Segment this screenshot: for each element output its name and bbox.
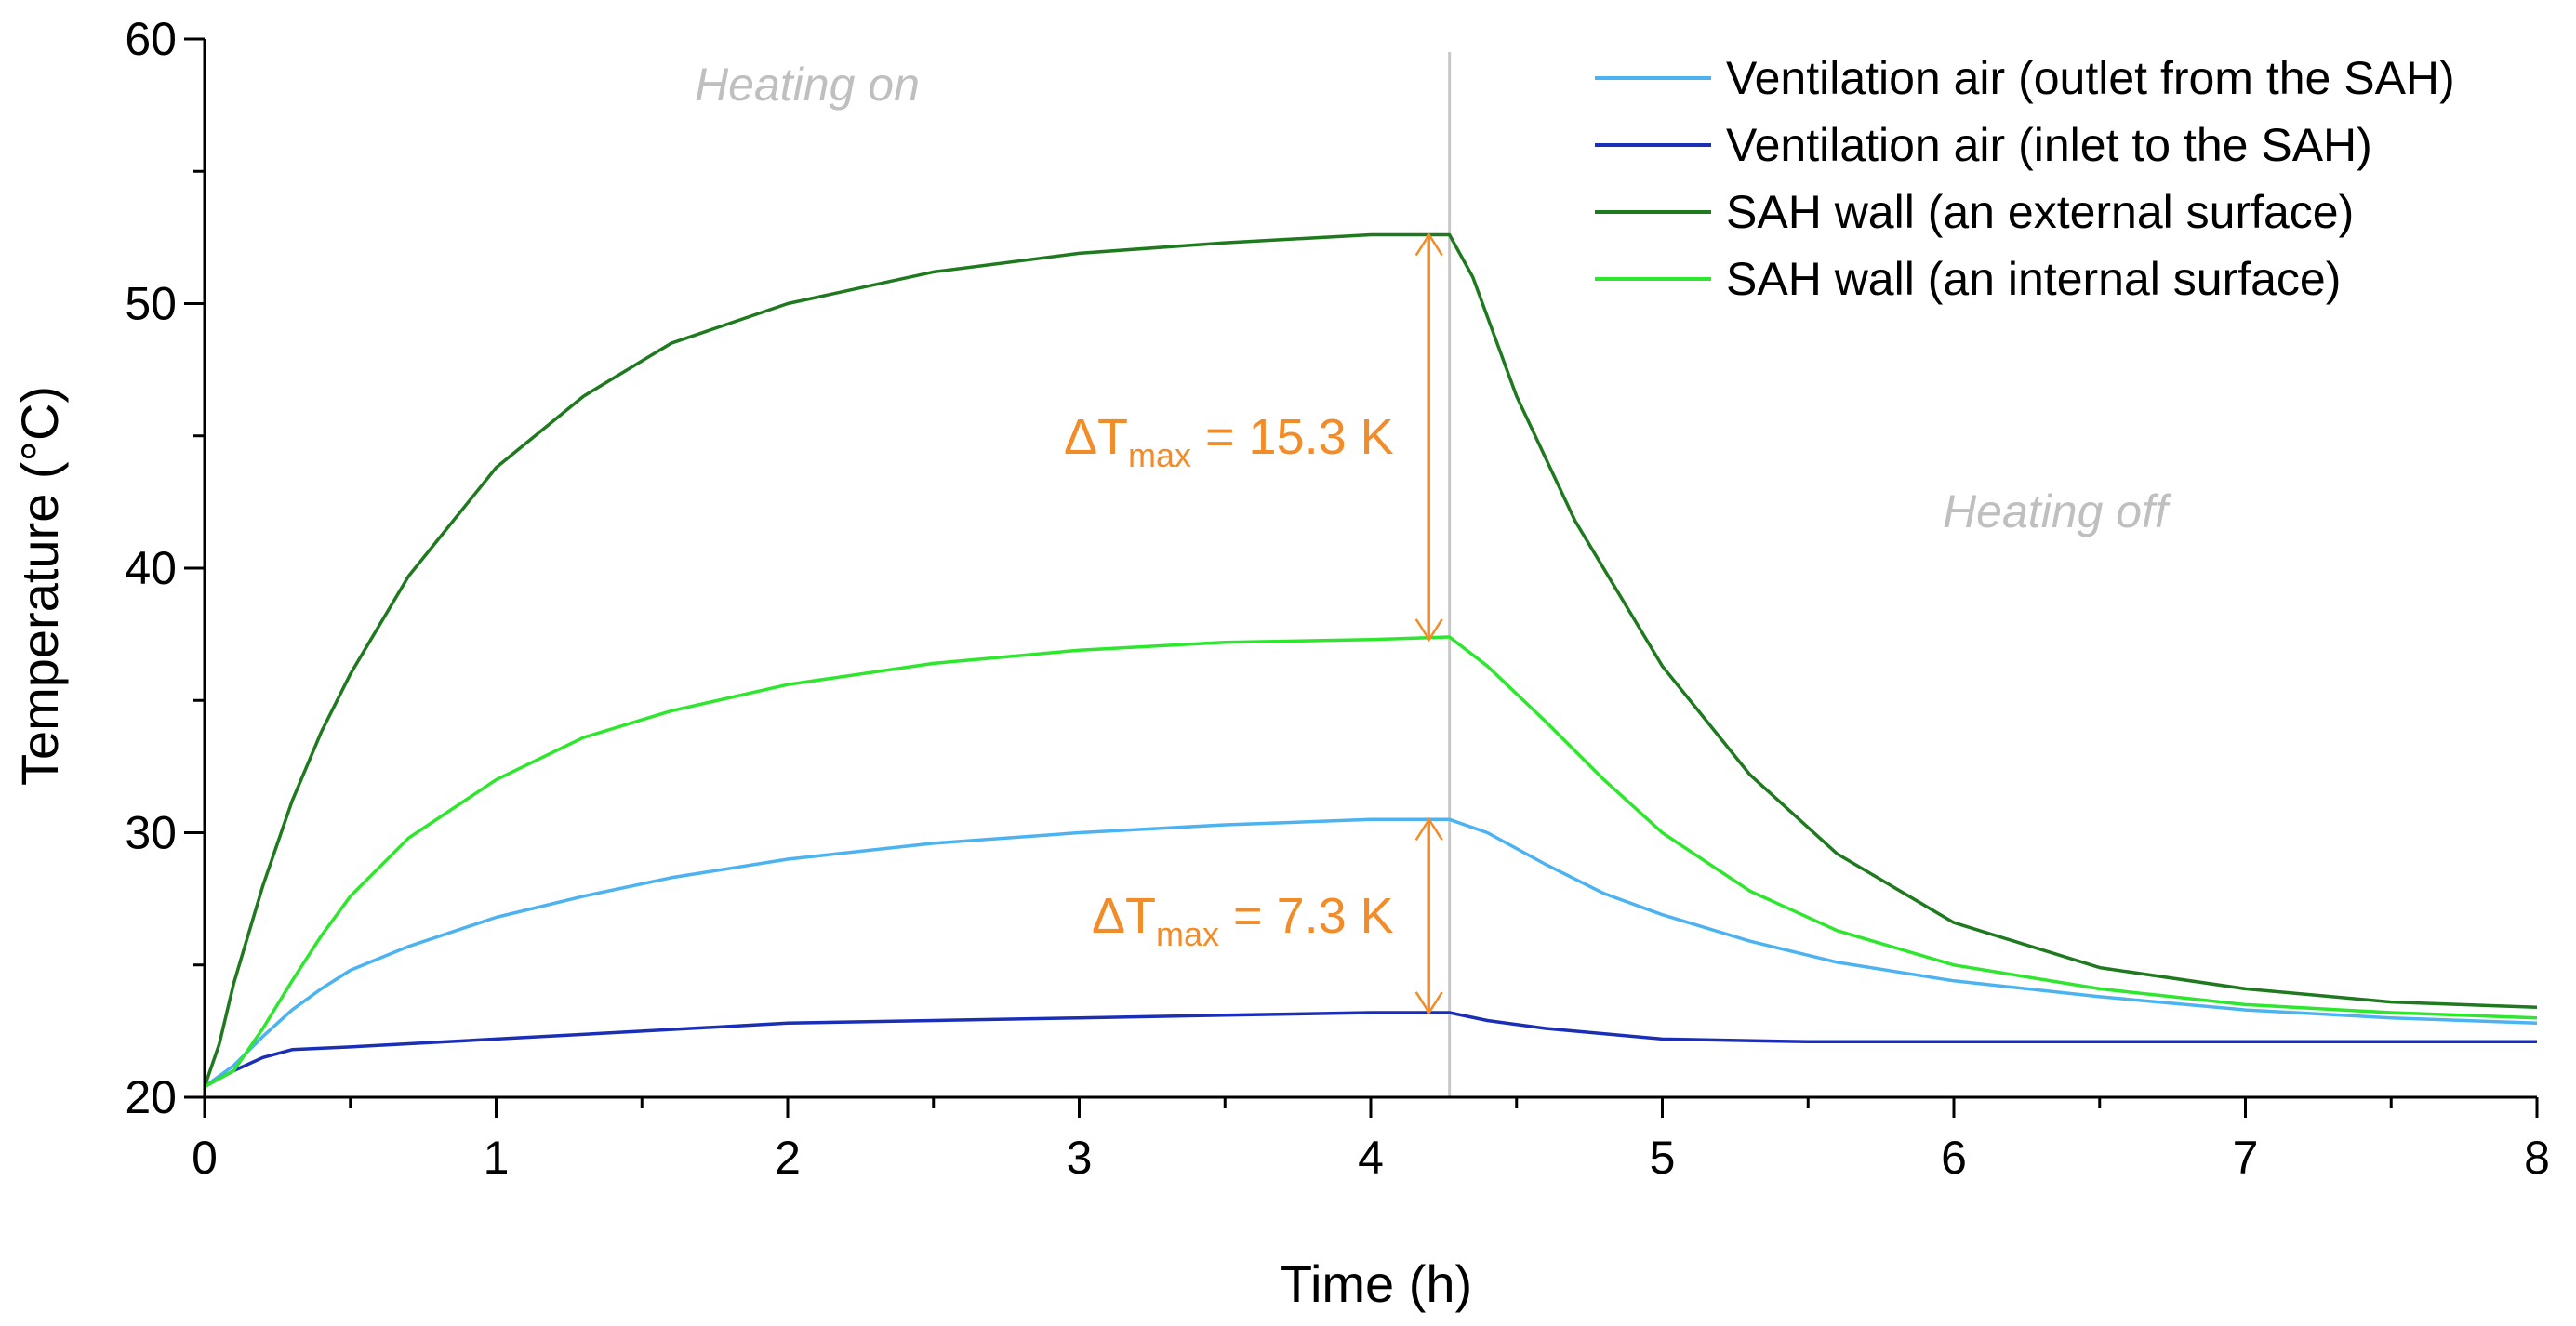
x-tick-label: 4 bbox=[1358, 1132, 1384, 1184]
y-tick-label: 50 bbox=[125, 278, 177, 330]
x-tick-label: 0 bbox=[192, 1132, 218, 1184]
y-tick-label: 30 bbox=[125, 807, 177, 859]
legend-label-1: Ventilation air (outlet from the SAH) bbox=[1726, 52, 2455, 104]
legend-label-2: Ventilation air (inlet to the SAH) bbox=[1726, 119, 2372, 171]
y-axis-title: Temperature (°C) bbox=[10, 386, 69, 786]
delta-t-wall-arrowhead-top bbox=[1414, 232, 1443, 257]
x-tick-label: 2 bbox=[775, 1132, 801, 1184]
series-line-1 bbox=[203, 817, 2538, 1089]
delta-t-air-arrowhead-top bbox=[1414, 816, 1443, 841]
heating-on-label: Heating on bbox=[695, 59, 920, 111]
series-line-2 bbox=[204, 1011, 2537, 1089]
delta-t-air-arrowhead-bottom bbox=[1414, 991, 1443, 1015]
legend-label-4: SAH wall (an internal surface) bbox=[1726, 253, 2341, 305]
delta-t-wall-arrowhead-bottom bbox=[1414, 618, 1443, 643]
delta-t-wall-label: ΔTmax = 15.3 K bbox=[1064, 409, 1394, 474]
x-tick-label: 1 bbox=[484, 1132, 510, 1184]
x-axis-title: Time (h) bbox=[1281, 1254, 1472, 1313]
x-tick-label: 6 bbox=[1941, 1132, 1967, 1184]
x-tick-label: 8 bbox=[2524, 1132, 2550, 1184]
legend-label-3: SAH wall (an external surface) bbox=[1726, 186, 2354, 238]
series-line-3 bbox=[203, 232, 2538, 1088]
y-tick-label: 40 bbox=[125, 542, 177, 594]
series-line-4 bbox=[204, 635, 2538, 1089]
x-tick-label: 3 bbox=[1067, 1132, 1093, 1184]
x-tick-label: 7 bbox=[2233, 1132, 2259, 1184]
y-tick-label: 60 bbox=[125, 13, 177, 65]
delta-t-air-label: ΔTmax = 7.3 K bbox=[1092, 888, 1394, 953]
y-tick-label: 20 bbox=[125, 1071, 177, 1123]
heating-off-label: Heating off bbox=[1943, 485, 2172, 537]
x-tick-label: 5 bbox=[1650, 1132, 1676, 1184]
